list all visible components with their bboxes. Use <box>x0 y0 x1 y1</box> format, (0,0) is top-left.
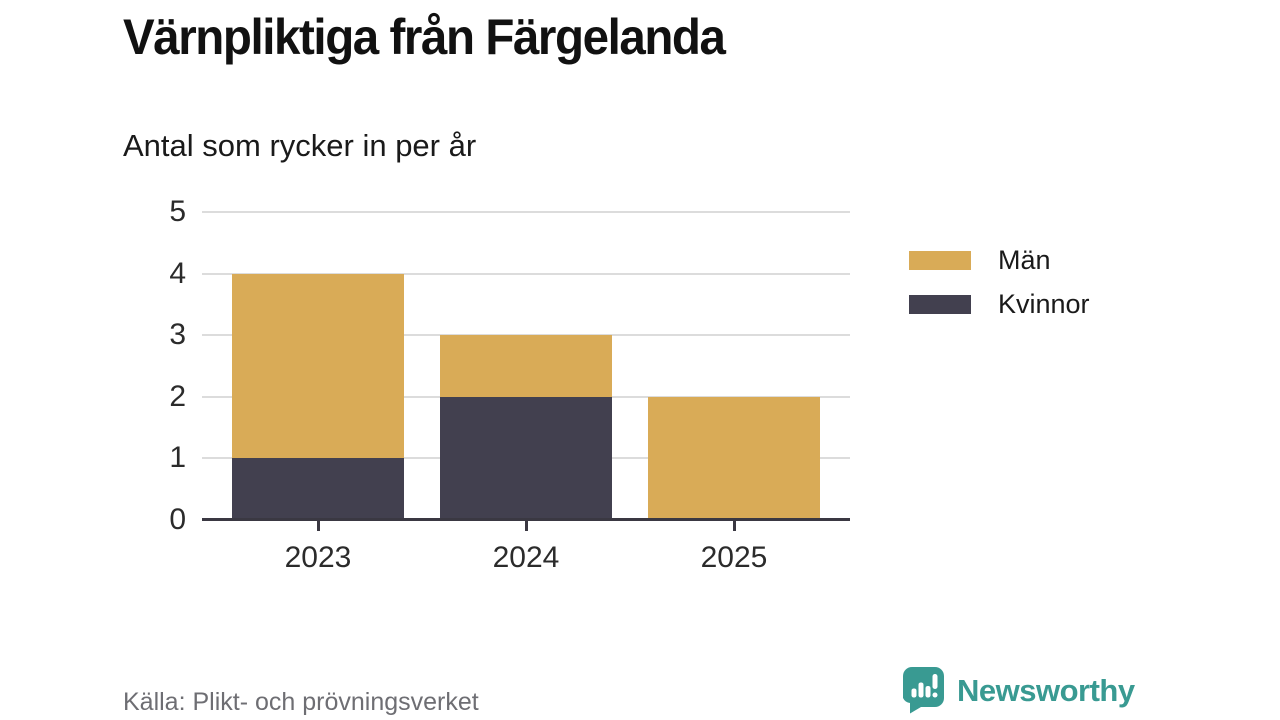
bar-segment-2023-kvinnor <box>232 458 404 520</box>
chart-title: Värnpliktiga från Färgelanda <box>123 9 726 65</box>
y-axis-tick-label: 0 <box>169 503 186 536</box>
legend-item-kvinnor: Kvinnor <box>909 291 1090 318</box>
y-axis-tick-label: 5 <box>169 195 186 228</box>
y-axis-tick-label: 1 <box>169 441 186 475</box>
y-axis-tick-label: 3 <box>169 318 186 352</box>
legend-label: Män <box>998 245 1051 275</box>
legend: Män Kvinnor <box>909 247 1090 335</box>
newsworthy-logo: Newsworthy <box>903 667 1135 714</box>
legend-item-män: Män <box>909 247 1090 274</box>
newsworthy-wordmark: Newsworthy <box>957 672 1135 708</box>
gridline-y-4 <box>202 272 850 275</box>
x-axis-tick-label: 2023 <box>284 541 352 574</box>
y-axis-tick-label: 4 <box>169 256 186 290</box>
x-axis-tick <box>524 521 528 531</box>
bar-segment-2024-kvinnor <box>440 396 612 520</box>
chart-subtitle: Antal som rycker in per år <box>123 128 477 163</box>
legend-label: Kvinnor <box>998 289 1090 319</box>
y-axis-tick-label: 2 <box>169 379 186 413</box>
x-axis-tick-label: 2024 <box>492 541 560 574</box>
x-axis-tick <box>732 521 736 531</box>
bar-segment-2023-män <box>232 273 404 459</box>
legend-swatch-kvinnor <box>909 295 971 314</box>
source-caption: Källa: Plikt- och prövningsverket <box>123 688 479 716</box>
x-axis-tick <box>316 521 320 531</box>
newsworthy-icon <box>903 667 944 714</box>
legend-swatch-män <box>909 251 971 270</box>
bar-segment-2024-män <box>440 335 612 397</box>
gridline-y-5 <box>202 211 850 213</box>
bar-segment-2025-män <box>648 396 820 520</box>
x-axis-tick-label: 2025 <box>700 541 768 574</box>
x-axis-line <box>202 518 850 521</box>
